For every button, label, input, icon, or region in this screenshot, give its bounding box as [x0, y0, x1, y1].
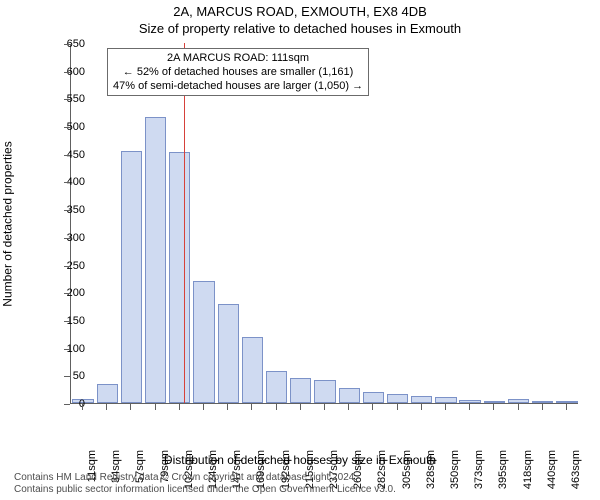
- x-tick-mark: [251, 404, 252, 410]
- x-tick-mark: [324, 404, 325, 410]
- chart-container: 2A, MARCUS ROAD, EXMOUTH, EX8 4DB Size o…: [0, 0, 600, 500]
- histogram-bar: [169, 152, 190, 403]
- x-tick-mark: [421, 404, 422, 410]
- histogram-bar: [363, 392, 384, 403]
- x-tick-mark: [445, 404, 446, 410]
- y-tick-mark: [64, 182, 70, 183]
- histogram-bar: [121, 151, 142, 403]
- histogram-bar: [290, 378, 311, 403]
- x-tick-mark: [82, 404, 83, 410]
- annotation-line: ← 52% of detached houses are smaller (1,…: [113, 65, 363, 79]
- x-tick-mark: [155, 404, 156, 410]
- x-tick-mark: [542, 404, 543, 410]
- histogram-bar: [508, 399, 529, 403]
- x-tick-mark: [203, 404, 204, 410]
- y-tick-mark: [64, 72, 70, 73]
- histogram-bar: [411, 396, 432, 403]
- x-tick-mark: [566, 404, 567, 410]
- footer-line-1: Contains HM Land Registry data © Crown c…: [14, 472, 357, 483]
- histogram-bar: [193, 281, 214, 403]
- y-tick-mark: [64, 321, 70, 322]
- histogram-bar: [532, 401, 553, 403]
- histogram-bar: [266, 371, 287, 403]
- x-tick-mark: [397, 404, 398, 410]
- y-tick-mark: [64, 293, 70, 294]
- x-tick-mark: [130, 404, 131, 410]
- chart-title-sub: Size of property relative to detached ho…: [0, 21, 600, 36]
- x-tick-mark: [227, 404, 228, 410]
- y-tick-mark: [64, 238, 70, 239]
- x-tick-mark: [300, 404, 301, 410]
- x-tick-mark: [372, 404, 373, 410]
- x-tick-mark: [469, 404, 470, 410]
- histogram-bar: [387, 394, 408, 403]
- plot-area: 2A MARCUS ROAD: 111sqm← 52% of detached …: [70, 44, 578, 404]
- y-tick-mark: [64, 127, 70, 128]
- annotation-box: 2A MARCUS ROAD: 111sqm← 52% of detached …: [107, 48, 369, 96]
- x-tick-mark: [518, 404, 519, 410]
- property-marker-line: [184, 43, 185, 403]
- x-tick-mark: [276, 404, 277, 410]
- footer-line-2: Contains public sector information licen…: [14, 484, 396, 495]
- histogram-bar: [97, 384, 118, 403]
- x-tick-mark: [179, 404, 180, 410]
- annotation-line: 2A MARCUS ROAD: 111sqm: [113, 51, 363, 65]
- histogram-bar: [484, 401, 505, 403]
- histogram-bar: [459, 400, 480, 403]
- histogram-bar: [556, 401, 577, 403]
- y-tick-mark: [64, 99, 70, 100]
- histogram-bar: [314, 380, 335, 403]
- y-tick-mark: [64, 155, 70, 156]
- x-tick-mark: [348, 404, 349, 410]
- y-tick-mark: [64, 404, 70, 405]
- annotation-line: 47% of semi-detached houses are larger (…: [113, 79, 363, 93]
- x-tick-mark: [106, 404, 107, 410]
- y-tick-mark: [64, 266, 70, 267]
- histogram-bar: [218, 304, 239, 403]
- chart-title-main: 2A, MARCUS ROAD, EXMOUTH, EX8 4DB: [0, 4, 600, 19]
- histogram-bar: [145, 117, 166, 403]
- histogram-bar: [435, 397, 456, 403]
- x-tick-mark: [493, 404, 494, 410]
- x-axis-label: Distribution of detached houses by size …: [0, 453, 600, 467]
- y-tick-mark: [64, 44, 70, 45]
- y-axis-label-text: Number of detached properties: [1, 141, 15, 306]
- histogram-bar: [339, 388, 360, 404]
- y-axis-label: Number of detached properties: [0, 44, 16, 404]
- y-tick-mark: [64, 210, 70, 211]
- histogram-bar: [242, 337, 263, 403]
- y-tick-mark: [64, 349, 70, 350]
- y-tick-mark: [64, 376, 70, 377]
